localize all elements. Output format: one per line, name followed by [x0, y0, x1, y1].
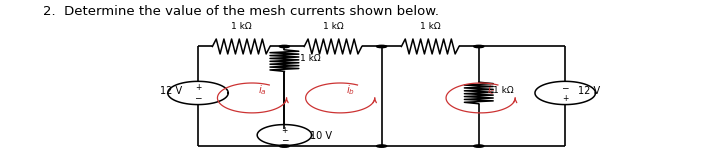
Circle shape [474, 145, 484, 147]
Text: 1 kΩ: 1 kΩ [420, 22, 441, 31]
Text: −: − [562, 83, 569, 92]
Text: $i_b$: $i_b$ [346, 83, 355, 97]
Text: 2.  Determine the value of the mesh currents shown below.: 2. Determine the value of the mesh curre… [43, 5, 439, 18]
Text: +: + [195, 83, 201, 92]
Text: 1 kΩ: 1 kΩ [231, 22, 251, 31]
Text: 12 V: 12 V [160, 86, 182, 96]
Circle shape [279, 145, 289, 147]
Circle shape [279, 45, 289, 48]
Circle shape [474, 45, 484, 48]
Text: $i_a$: $i_a$ [258, 83, 267, 97]
Text: −: − [194, 94, 202, 103]
Text: 10 V: 10 V [310, 131, 332, 141]
Text: 1 kΩ: 1 kΩ [493, 86, 514, 95]
Text: $i_c$: $i_c$ [487, 83, 495, 97]
Text: 1 kΩ: 1 kΩ [300, 54, 321, 63]
Text: +: + [282, 126, 287, 135]
Text: +: + [562, 94, 568, 103]
Text: −: − [281, 135, 288, 144]
Circle shape [377, 45, 387, 48]
Text: 12 V: 12 V [578, 86, 600, 96]
Circle shape [377, 145, 387, 147]
Text: 1 kΩ: 1 kΩ [323, 22, 343, 31]
